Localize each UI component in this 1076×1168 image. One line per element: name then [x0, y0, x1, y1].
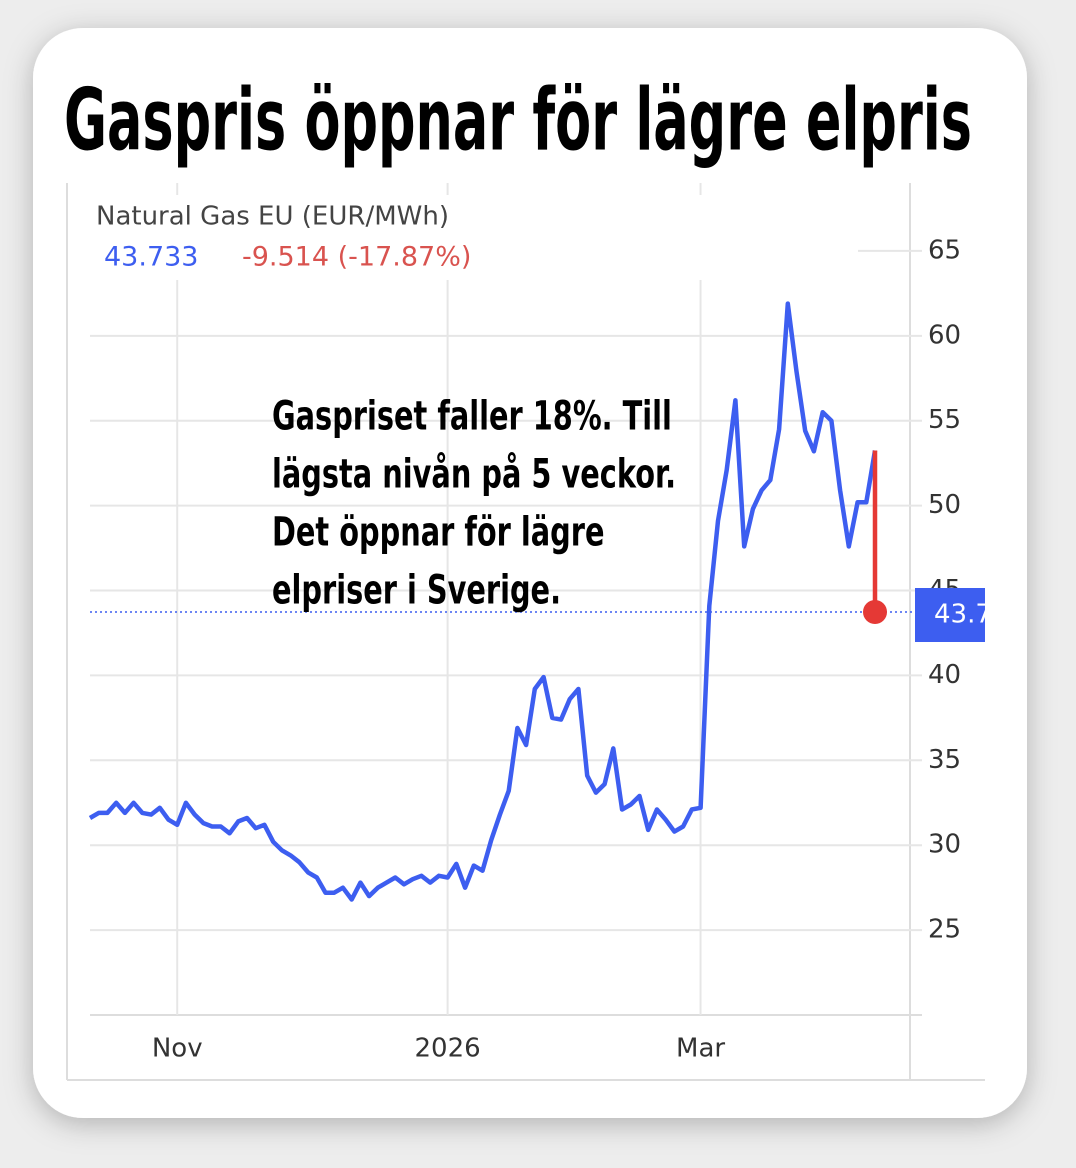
price: 43.733	[104, 242, 198, 273]
y-tick-label: 30	[928, 830, 961, 860]
chart-title: Gaspris öppnar för lägre elpris	[64, 70, 972, 170]
y-tick-label: 65	[928, 235, 961, 265]
plot: 253035404550556065Nov2026MarNatural Gas …	[66, 183, 1025, 1081]
x-tick-label: Nov	[152, 1034, 203, 1064]
change: -9.514 (-17.87%)	[242, 242, 471, 273]
annotation-line: lägsta nivån på 5 veckor.	[272, 451, 676, 498]
price-box-label: 43.733	[934, 600, 1025, 630]
header-bg	[88, 195, 858, 280]
x-tick-label: 2026	[415, 1034, 481, 1064]
y-tick-label: 35	[928, 745, 961, 775]
y-tick-label: 25	[928, 915, 961, 945]
x-tick-label: Mar	[676, 1034, 725, 1064]
annotation-line: Gaspriset faller 18%. Till	[272, 394, 672, 440]
price-box	[915, 588, 985, 642]
last-dot	[863, 600, 887, 625]
y-tick-label: 40	[928, 660, 961, 690]
y-tick-label: 60	[928, 320, 961, 350]
price-line-series	[88, 301, 878, 902]
subtitle: Natural Gas EU (EUR/MWh)	[96, 202, 449, 232]
annotation-line: Det öppnar för lägre	[272, 510, 605, 556]
annotation-line: elpriser i Sverige.	[272, 568, 561, 614]
y-tick-label: 50	[928, 490, 961, 520]
y-tick-label: 55	[928, 405, 961, 435]
